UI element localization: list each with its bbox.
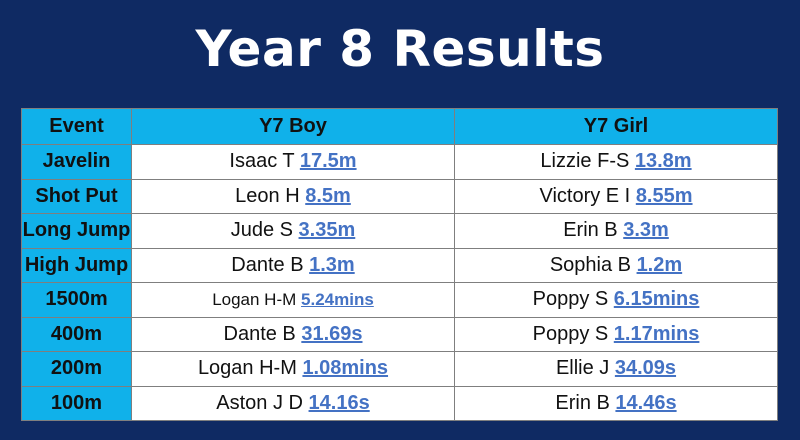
table-row: 200m Logan H-M 1.08mins Ellie J 34.09s — [21, 351, 778, 387]
athlete-name: Erin B — [563, 219, 618, 242]
girl-entry: Poppy S 6.15mins — [454, 282, 778, 318]
result-link[interactable]: 8.55m — [635, 184, 693, 207]
table-row: 400m Dante B 31.69s Poppy S 1.17mins — [21, 316, 778, 352]
boy-entry: Leon H 8.5m — [131, 178, 455, 214]
result-link[interactable]: 1.17mins — [613, 322, 700, 345]
event-name: 400m — [21, 316, 132, 352]
athlete-name: Jude S — [230, 219, 293, 242]
result-link[interactable]: 34.09s — [614, 357, 677, 380]
table-row: 1500m Logan H-M 5.24mins Poppy S 6.15min… — [21, 282, 778, 318]
result-link[interactable]: 8.5m — [305, 184, 351, 207]
results-table: Event Y7 Boy Y7 Girl Javelin Isaac T 17.… — [21, 108, 778, 421]
result-link[interactable]: 1.2m — [636, 253, 683, 276]
page-title: Year 8 Results — [195, 20, 605, 78]
column-header-event: Event — [21, 108, 132, 145]
athlete-name: Victory E I — [539, 184, 631, 207]
result-link[interactable]: 5.24mins — [301, 289, 374, 309]
girl-entry: Erin B 14.46s — [454, 385, 778, 421]
girl-entry: Lizzie F-S 13.8m — [454, 144, 778, 180]
column-header-y7-girl: Y7 Girl — [454, 108, 778, 145]
result-link[interactable]: 3.3m — [623, 219, 669, 242]
result-link[interactable]: 17.5m — [299, 150, 357, 173]
athlete-name: Leon H — [235, 184, 300, 207]
result-link[interactable]: 3.35m — [298, 219, 356, 242]
header-row: Event Y7 Boy Y7 Girl — [21, 108, 778, 145]
girl-entry: Erin B 3.3m — [454, 213, 778, 249]
boy-entry: Aston J D 14.16s — [131, 385, 455, 421]
boy-entry: Isaac T 17.5m — [131, 144, 455, 180]
boy-entry: Logan H-M 1.08mins — [131, 351, 455, 387]
boy-entry: Jude S 3.35m — [131, 213, 455, 249]
result-link[interactable]: 31.69s — [301, 322, 363, 345]
athlete-name: Logan H-M — [197, 357, 297, 380]
column-header-y7-boy: Y7 Boy — [131, 108, 455, 145]
athlete-name: Erin B — [555, 391, 610, 414]
girl-entry: Sophia B 1.2m — [454, 247, 778, 283]
athlete-name: Dante B — [231, 253, 304, 276]
boy-entry: Dante B 31.69s — [131, 316, 455, 352]
event-name: 1500m — [21, 282, 132, 318]
table-row: Long Jump Jude S 3.35m Erin B 3.3m — [21, 213, 778, 249]
athlete-name: Poppy S — [532, 288, 609, 311]
athlete-name: Poppy S — [532, 322, 609, 345]
girl-entry: Ellie J 34.09s — [454, 351, 778, 387]
result-link[interactable]: 14.16s — [308, 391, 370, 414]
boy-entry: Logan H-M 5.24mins — [131, 282, 455, 318]
boy-entry: Dante B 1.3m — [131, 247, 455, 283]
table-row: Javelin Isaac T 17.5m Lizzie F-S 13.8m — [21, 144, 778, 180]
girl-entry: Victory E I 8.55m — [454, 178, 778, 214]
results-table-header: Event Y7 Boy Y7 Girl — [21, 108, 778, 145]
athlete-name: Ellie J — [555, 357, 610, 380]
athlete-name: Isaac T — [229, 150, 295, 173]
event-name: High Jump — [21, 247, 132, 283]
result-link[interactable]: 1.3m — [309, 253, 355, 276]
athlete-name: Sophia B — [549, 253, 631, 276]
event-name: 100m — [21, 385, 132, 421]
event-name: Javelin — [21, 144, 132, 180]
athlete-name: Dante B — [223, 322, 296, 345]
girl-entry: Poppy S 1.17mins — [454, 316, 778, 352]
athlete-name: Logan H-M — [212, 289, 297, 309]
result-link[interactable]: 1.08mins — [302, 357, 389, 380]
result-link[interactable]: 14.46s — [615, 391, 677, 414]
result-link[interactable]: 6.15mins — [613, 288, 700, 311]
event-name: Long Jump — [21, 213, 132, 249]
event-name: 200m — [21, 351, 132, 387]
result-link[interactable]: 13.8m — [634, 150, 692, 173]
event-name: Shot Put — [21, 178, 132, 214]
table-row: High Jump Dante B 1.3m Sophia B 1.2m — [21, 247, 778, 283]
results-table-body: Javelin Isaac T 17.5m Lizzie F-S 13.8m S… — [21, 144, 778, 421]
athlete-name: Aston J D — [216, 391, 303, 414]
table-row: Shot Put Leon H 8.5m Victory E I 8.55m — [21, 178, 778, 214]
table-row: 100m Aston J D 14.16s Erin B 14.46s — [21, 385, 778, 421]
athlete-name: Lizzie F-S — [540, 150, 630, 173]
